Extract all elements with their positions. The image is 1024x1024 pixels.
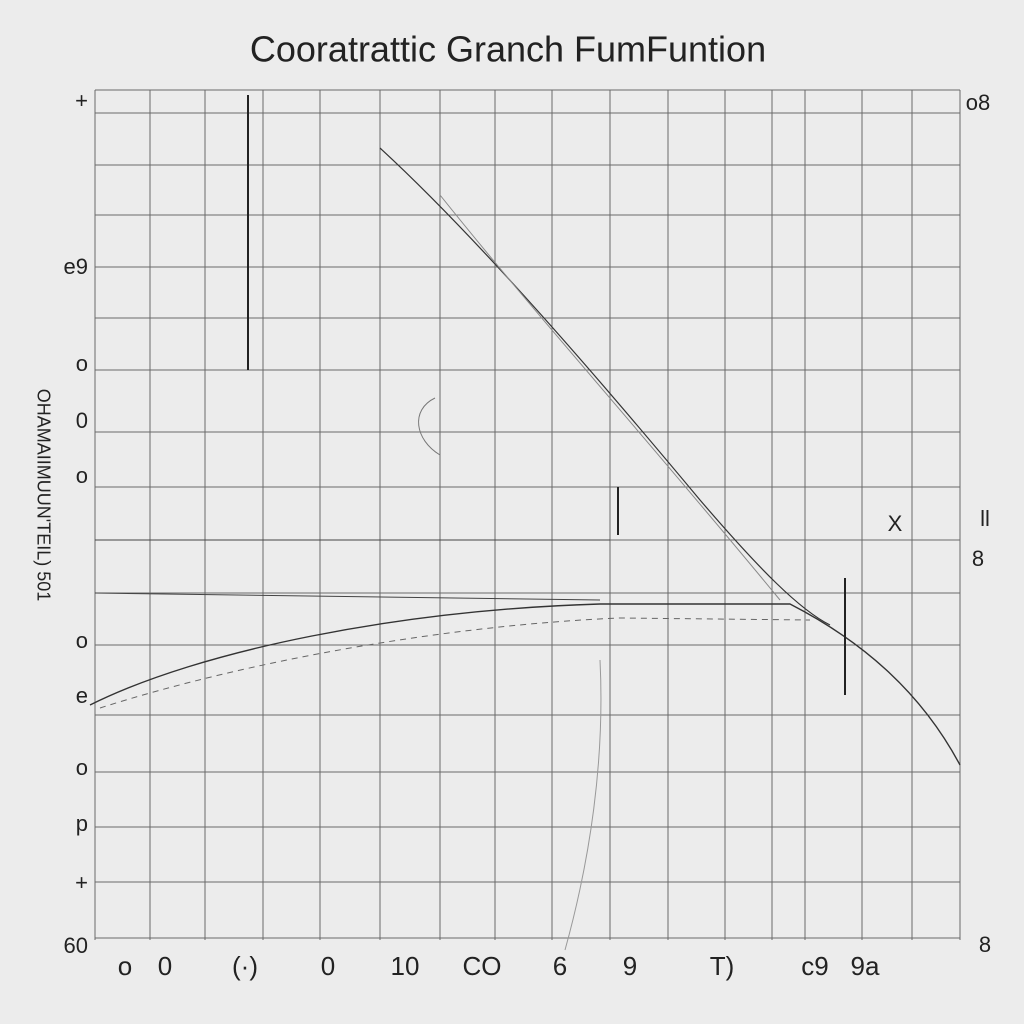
left-label: o bbox=[76, 755, 88, 780]
right-label: 8 bbox=[972, 546, 984, 571]
left-label: 0 bbox=[76, 408, 88, 433]
bottom-label: 9a bbox=[851, 951, 880, 981]
left-label: e9 bbox=[64, 254, 88, 279]
right-label: 8 bbox=[979, 932, 991, 957]
curve bbox=[379, 147, 831, 626]
bottom-label: 0 bbox=[158, 951, 172, 981]
bottom-label: 10 bbox=[391, 951, 420, 981]
left-label: o bbox=[76, 351, 88, 376]
curve bbox=[94, 539, 610, 601]
y-axis-label: OHAMAIIMUUN'TEIL) 501 bbox=[33, 389, 53, 601]
bottom-label: (·) bbox=[232, 951, 258, 981]
right-label: o8 bbox=[966, 90, 990, 115]
left-label: o bbox=[76, 463, 88, 488]
bottom-label: c9 bbox=[801, 951, 828, 981]
left-label: + bbox=[75, 870, 88, 895]
bottom-label: CO bbox=[463, 951, 502, 981]
bottom-label: 0 bbox=[321, 951, 335, 981]
curve bbox=[418, 397, 441, 456]
curve bbox=[89, 603, 961, 766]
bottom-label: 6 bbox=[553, 951, 567, 981]
right-label: X bbox=[888, 511, 903, 536]
curve bbox=[99, 617, 811, 709]
left-label: + bbox=[75, 88, 88, 113]
right-label: ll bbox=[980, 506, 990, 531]
stroke bbox=[247, 95, 846, 695]
curves bbox=[89, 95, 961, 951]
curve bbox=[439, 194, 781, 601]
chart-title: Cooratrattic Granch FumFuntion bbox=[250, 29, 766, 70]
left-label: p bbox=[76, 811, 88, 836]
grid bbox=[94, 89, 961, 940]
bottom-label: o bbox=[118, 951, 132, 981]
curve bbox=[564, 659, 602, 951]
bottom-label: T) bbox=[710, 951, 735, 981]
left-label: 60 bbox=[64, 933, 88, 958]
left-label: o bbox=[76, 628, 88, 653]
bottom-label: 9 bbox=[623, 951, 637, 981]
left-label: e bbox=[76, 683, 88, 708]
